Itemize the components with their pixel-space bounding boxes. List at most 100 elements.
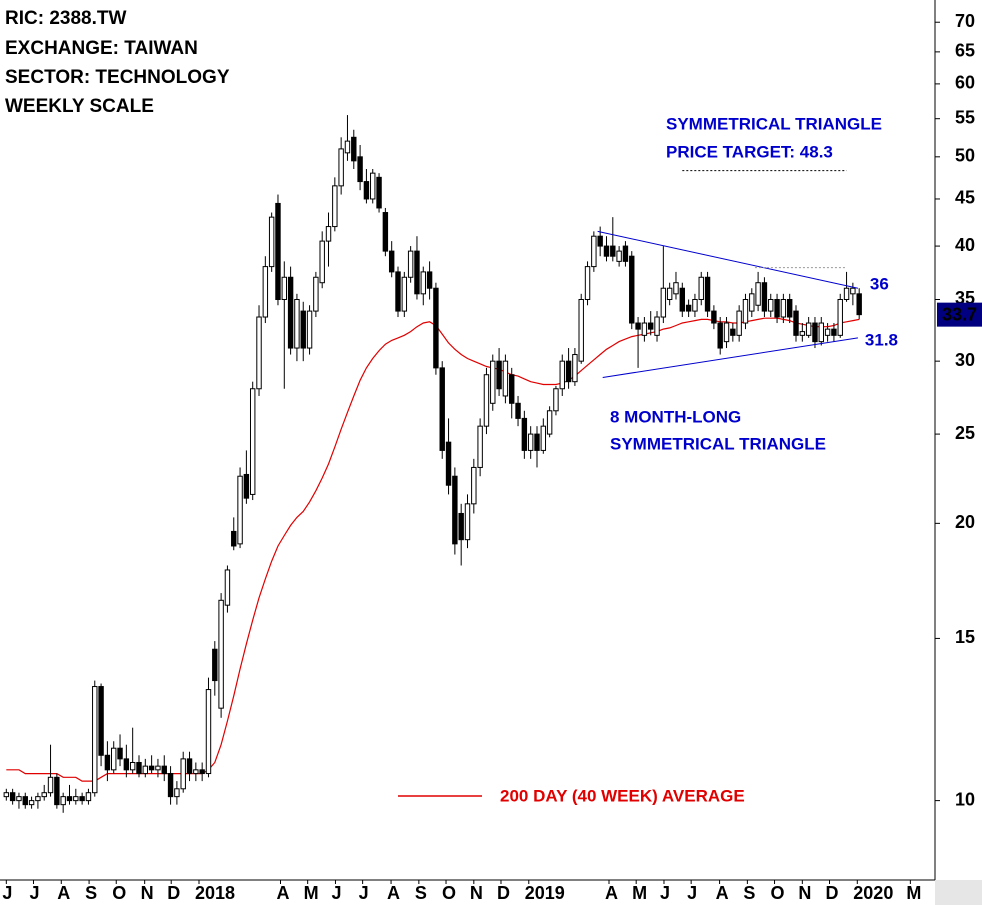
candle-body <box>837 298 843 336</box>
candle-body <box>704 276 711 312</box>
x-tick-label: N <box>470 883 483 903</box>
candle-body <box>388 250 395 273</box>
candle-body <box>47 776 54 794</box>
candle-body <box>711 310 717 324</box>
y-tick-label: 20 <box>955 512 975 532</box>
candle-body <box>761 282 768 312</box>
candle-body <box>509 374 515 404</box>
candle-body <box>515 402 521 419</box>
x-tick-label: J <box>29 883 39 903</box>
x-tick-label: N <box>141 883 154 903</box>
candle-body <box>155 765 161 771</box>
candle-body <box>572 354 578 383</box>
candle-body <box>325 226 332 242</box>
candle-body <box>351 136 357 162</box>
x-tick-label: D <box>167 883 180 903</box>
candle-body <box>591 235 597 268</box>
x-tick-label: A <box>387 883 400 903</box>
x-tick-label: O <box>442 883 456 903</box>
candle-body <box>698 276 704 300</box>
moving-average-line <box>6 317 860 782</box>
candle-body <box>73 796 79 802</box>
candle-body <box>597 235 603 247</box>
y-tick-label: 55 <box>955 107 975 127</box>
y-tick-label: 30 <box>955 350 975 370</box>
candle-body <box>338 148 344 187</box>
candle-body <box>433 287 439 369</box>
candle-body <box>117 747 123 760</box>
candle-body <box>60 796 66 806</box>
candle-body <box>167 773 174 798</box>
candle-body <box>85 792 92 802</box>
candle-body <box>452 475 458 545</box>
candle-body <box>793 310 799 336</box>
x-tick-label: J <box>331 883 341 903</box>
candle-body <box>407 250 414 278</box>
info-line: WEEKLY SCALE <box>5 96 154 117</box>
candle-body <box>723 322 730 343</box>
candle-body <box>692 298 698 312</box>
candle-body <box>521 417 528 451</box>
target-label: PRICE TARGET: 48.3 <box>666 142 833 161</box>
candle-body <box>92 686 98 794</box>
candle-body <box>249 388 256 495</box>
triangle-end-label: 31.8 <box>865 330 898 349</box>
candle-body <box>546 410 553 435</box>
x-tick-label: S <box>85 883 97 903</box>
candle-body <box>79 796 85 802</box>
pattern-label: SYMMETRICAL TRIANGLE <box>610 434 826 453</box>
candle-body <box>824 328 831 336</box>
candle-body <box>774 298 780 318</box>
candle-body <box>287 276 294 349</box>
candle-body <box>660 287 667 318</box>
candle-body <box>780 298 787 318</box>
candle-body <box>426 271 433 289</box>
candle-body <box>622 245 629 262</box>
candle-body <box>294 298 300 349</box>
candle-body <box>186 758 193 775</box>
candle-body <box>66 796 73 802</box>
x-tick-label: D <box>497 883 510 903</box>
candle-body <box>445 441 452 486</box>
candle-body <box>730 328 736 336</box>
candle-body <box>28 800 35 806</box>
x-tick-label: 2020 <box>853 883 893 903</box>
candle-body <box>401 276 408 312</box>
candle-body <box>344 140 351 154</box>
candle-body <box>856 293 862 316</box>
x-tick-label: J <box>687 883 697 903</box>
candle-body <box>635 322 641 330</box>
x-tick-label: J <box>660 883 670 903</box>
x-tick-label: 2019 <box>525 883 565 903</box>
info-line: EXCHANGE: TAIWAN <box>5 38 198 59</box>
candle-body <box>458 512 464 541</box>
candle-body <box>300 310 306 349</box>
candle-body <box>805 322 812 336</box>
x-tick-label: D <box>825 883 838 903</box>
candle-body <box>54 776 60 806</box>
x-tick-label: M <box>304 883 319 903</box>
candle-body <box>98 686 104 756</box>
candle-body <box>483 374 490 427</box>
candle-body <box>717 322 723 349</box>
candle-body <box>471 466 477 505</box>
candle-body <box>749 293 755 312</box>
x-tick-label: M <box>906 883 921 903</box>
x-tick-label: S <box>743 883 755 903</box>
candle-body <box>262 266 269 318</box>
candle-body <box>527 433 534 451</box>
candle-body <box>281 276 288 300</box>
candle-body <box>540 425 547 451</box>
candle-body <box>136 761 142 775</box>
candle-body <box>464 503 471 541</box>
candle-body <box>231 530 237 547</box>
x-tick-label: A <box>277 883 290 903</box>
y-tick-label: 45 <box>955 188 975 208</box>
candle-body <box>332 185 338 228</box>
triangle-line <box>597 230 859 289</box>
candle-body <box>313 276 319 312</box>
candle-body <box>161 765 167 775</box>
candle-body <box>370 172 376 200</box>
y-tick-label: 65 <box>955 41 975 61</box>
candle-body <box>357 156 363 183</box>
